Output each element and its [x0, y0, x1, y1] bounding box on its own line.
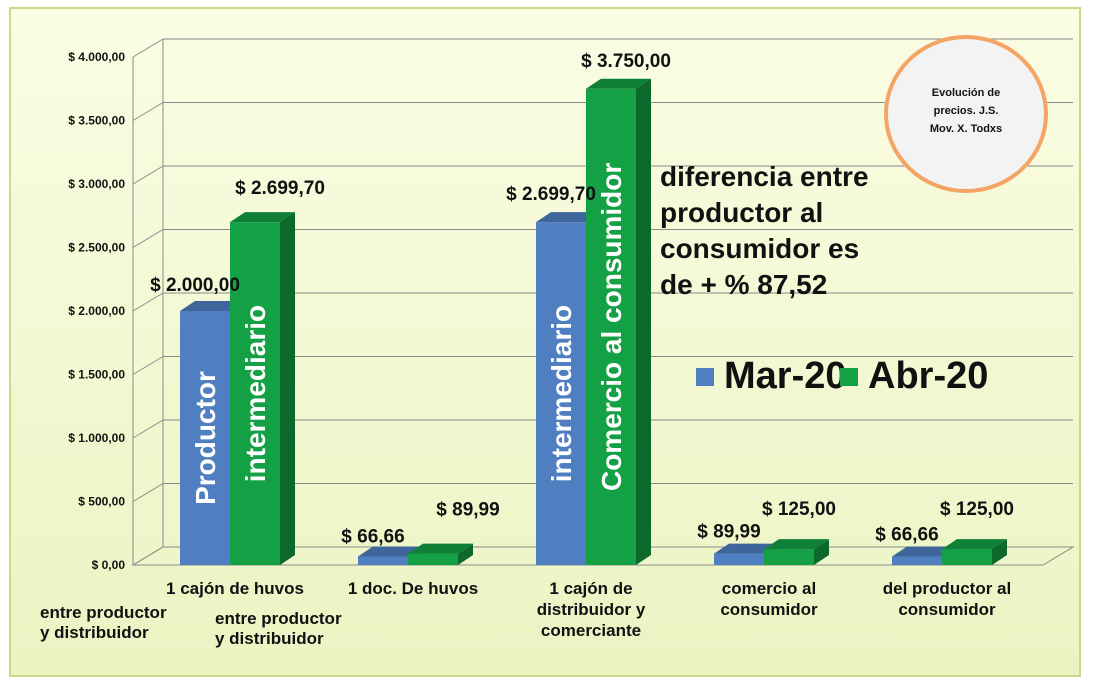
- x-tick-label: 1 doc. De huvos: [348, 579, 478, 598]
- bar: [892, 556, 942, 565]
- annotation-text: de + % 87,52: [660, 269, 827, 300]
- gridline-diagonal: [132, 165, 164, 185]
- x-tick-label: 1 cajón de: [549, 579, 632, 598]
- bar: [180, 311, 230, 565]
- category-sublabel: entre productor: [40, 603, 167, 622]
- y-tick-label: $ 4.000,00: [68, 50, 125, 64]
- stamp-text: Mov. X. Todxs: [930, 123, 1002, 135]
- data-label: $ 2.000,00: [150, 275, 240, 296]
- bar-top: [358, 546, 423, 557]
- category-sublabel: y distribuidor: [40, 623, 149, 642]
- gridline-diagonal: [132, 483, 164, 502]
- chart-frame: $ 0,00 $ 500,00 $ 1.000,00 $ 1.500,00 $ 2.00…: [8, 6, 1082, 678]
- bar-side: [458, 543, 473, 565]
- data-label: $ 89,99: [697, 522, 760, 543]
- bar-top: [892, 546, 957, 557]
- legend-swatch: [840, 368, 858, 386]
- bar-inner-label: intermediario: [240, 305, 271, 482]
- bar: [536, 222, 586, 565]
- bar-side: [280, 212, 295, 565]
- y-tick-label: $ 2.500,00: [68, 241, 125, 255]
- gridline-diagonal: [132, 419, 164, 439]
- y-tick-label: $ 0,00: [92, 558, 126, 572]
- x-tick-label: consumidor: [898, 600, 996, 619]
- stamp-circle: [884, 35, 1048, 193]
- y-tick-label: $ 500,00: [78, 495, 125, 509]
- legend-label: Mar-20: [724, 355, 847, 397]
- bar: [714, 553, 764, 565]
- x-tick-label: comerciante: [541, 621, 641, 640]
- bar-top: [942, 539, 1007, 550]
- stamp-text: precios. J.S.: [934, 105, 999, 117]
- bar-inner-label: intermediario: [546, 305, 577, 482]
- data-label: $ 125,00: [762, 499, 836, 520]
- bar-inner-label: Productor: [190, 371, 221, 505]
- annotation-text: diferencia entre: [660, 161, 869, 192]
- bar-side: [814, 539, 829, 565]
- annotation-text: productor al: [660, 197, 823, 228]
- bar-top: [764, 539, 829, 550]
- gridline-diagonal: [132, 38, 164, 58]
- bar-top: [180, 301, 245, 311]
- data-label: $ 89,99: [436, 500, 499, 521]
- x-tick-label: distribuidor y: [537, 600, 646, 619]
- bar: [764, 549, 814, 565]
- y-tick-label: $ 1.000,00: [68, 431, 125, 445]
- legend-swatch: [696, 368, 714, 386]
- data-label: $ 2.699,70: [506, 184, 596, 205]
- bar: [408, 553, 458, 565]
- gridline-diagonal: [132, 356, 164, 375]
- bar: [586, 88, 636, 565]
- bar: [230, 222, 280, 565]
- bar-inner-label: Comercio al consumidor: [596, 163, 627, 491]
- y-tick-label: $ 1.500,00: [68, 368, 125, 382]
- bar-top: [714, 543, 779, 554]
- category-sublabel: entre productor: [215, 609, 342, 628]
- data-label: $ 66,66: [341, 527, 404, 548]
- x-tick-label: del productor al: [883, 579, 1011, 598]
- gridline-diagonal: [132, 292, 164, 312]
- bar-chart: $ 0,00 $ 500,00 $ 1.000,00 $ 1.500,00 $ 2.00…: [9, 7, 1081, 677]
- bar-top: [408, 543, 473, 554]
- y-tick-label: $ 2.000,00: [68, 304, 125, 318]
- bar-top: [230, 212, 295, 223]
- bar-side: [636, 78, 651, 565]
- stamp-text: Evolución de: [932, 87, 1000, 99]
- x-tick-label: comercio al: [722, 579, 817, 598]
- annotation-text: consumidor es: [660, 233, 859, 264]
- data-label: $ 3.750,00: [581, 51, 671, 72]
- data-label: $ 2.699,70: [235, 178, 325, 199]
- x-tick-label: 1 cajón de huvos: [166, 579, 304, 598]
- y-tick-label: $ 3.500,00: [68, 114, 125, 128]
- gridline-diagonal: [132, 102, 164, 121]
- data-label: $ 125,00: [940, 499, 1014, 520]
- category-sublabel: y distribuidor: [215, 629, 324, 648]
- bar-side: [992, 539, 1007, 565]
- bar-top: [586, 78, 651, 89]
- y-tick-label: $ 3.000,00: [68, 177, 125, 191]
- bar-top: [536, 212, 601, 223]
- legend-label: Abr-20: [868, 355, 988, 397]
- bar: [942, 549, 992, 565]
- bar: [358, 556, 408, 565]
- x-tick-label: consumidor: [720, 600, 818, 619]
- data-label: $ 66,66: [875, 525, 938, 546]
- gridline-diagonal: [132, 229, 164, 248]
